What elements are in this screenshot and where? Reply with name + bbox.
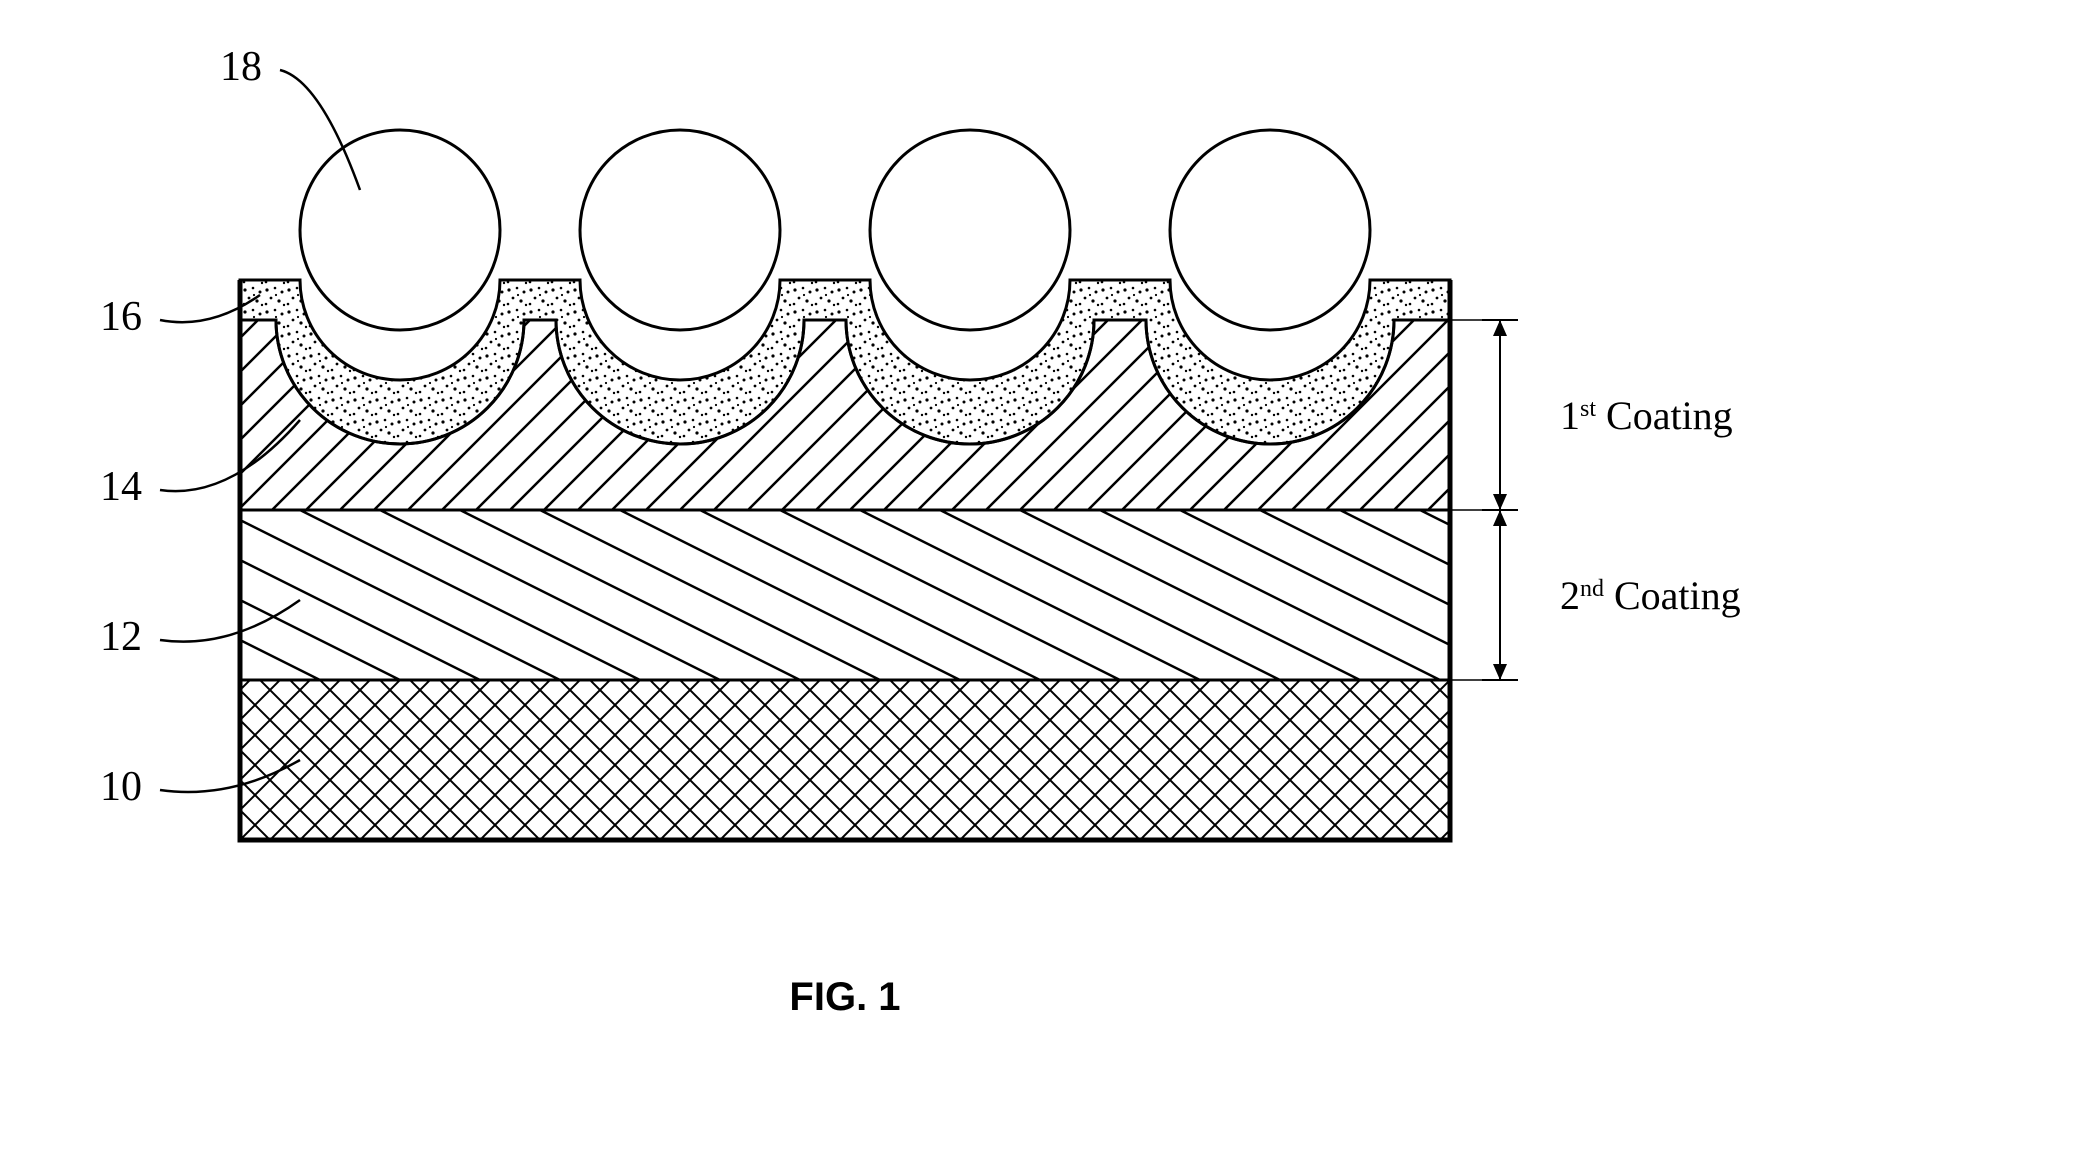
ball	[1170, 130, 1370, 330]
ref-number: 18	[220, 44, 262, 90]
ball	[870, 130, 1070, 330]
ref-number: 12	[100, 614, 142, 660]
ref-number: 10	[100, 764, 142, 810]
coating-label: 1st Coating	[1560, 393, 1733, 438]
arrowhead-icon	[1493, 510, 1507, 526]
arrowhead-icon	[1493, 664, 1507, 680]
substrate-layer	[240, 680, 1450, 840]
ball	[580, 130, 780, 330]
ref-number: 14	[100, 464, 142, 510]
figure-title: FIG. 1	[789, 975, 900, 1019]
arrowhead-icon	[1493, 494, 1507, 510]
ref-number: 16	[100, 294, 142, 340]
arrowhead-icon	[1493, 320, 1507, 336]
coating-label: 2nd Coating	[1560, 573, 1741, 618]
ball-18	[300, 130, 500, 330]
second-coating-layer	[240, 510, 1450, 680]
